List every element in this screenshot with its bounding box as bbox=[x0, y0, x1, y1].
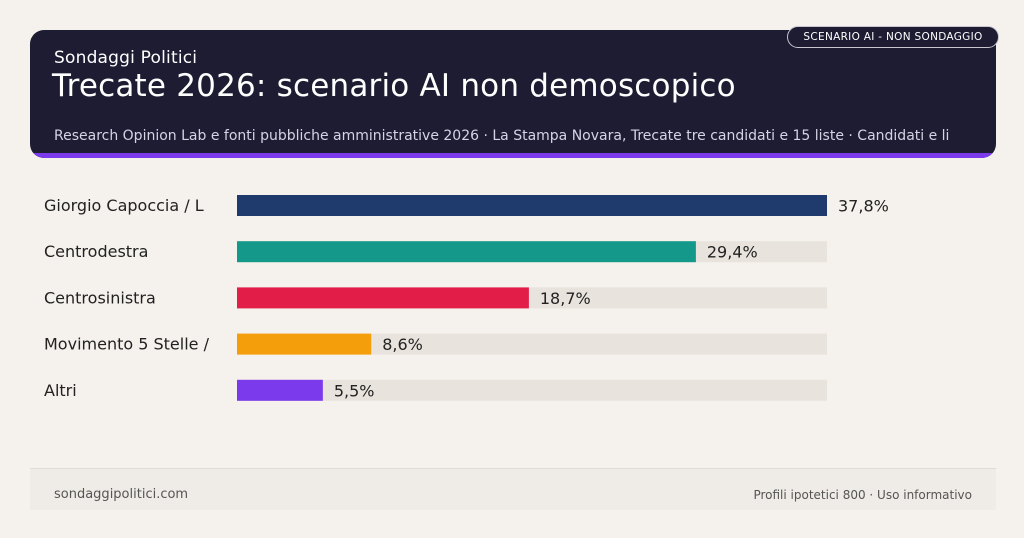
category-label: Movimento 5 Stelle / bbox=[44, 335, 210, 354]
value-label: 5,5% bbox=[334, 381, 375, 400]
value-label: 8,6% bbox=[382, 335, 423, 354]
chart-subtitle: Research Opinion Lab e fonti pubbliche a… bbox=[54, 128, 950, 144]
bar bbox=[237, 195, 827, 216]
bar-track bbox=[237, 333, 827, 355]
scenario-badge: SCENARIO AI - NON SONDAGGIO bbox=[787, 26, 999, 48]
bar-track bbox=[237, 379, 827, 401]
category-label: Giorgio Capoccia / L bbox=[44, 196, 204, 215]
value-label: 29,4% bbox=[707, 243, 758, 262]
bar bbox=[237, 287, 529, 309]
chart-header: Sondaggi Politici Trecate 2026: scenario… bbox=[30, 30, 996, 158]
bar bbox=[237, 241, 696, 263]
value-label: 18,7% bbox=[540, 289, 591, 308]
header-kicker: Sondaggi Politici bbox=[54, 48, 198, 68]
category-label: Centrodestra bbox=[44, 242, 148, 261]
chart-title: Trecate 2026: scenario AI non demoscopic… bbox=[52, 68, 736, 104]
footer: sondaggipolitici.com Profili ipotetici 8… bbox=[30, 468, 996, 510]
category-label: Altri bbox=[44, 381, 77, 400]
bar bbox=[237, 333, 372, 355]
category-label: Centrosinistra bbox=[44, 288, 156, 307]
bar bbox=[237, 379, 323, 401]
header-accent-line bbox=[30, 153, 996, 158]
value-label: 37,8% bbox=[838, 197, 889, 216]
footer-site[interactable]: sondaggipolitici.com bbox=[54, 487, 189, 502]
footer-note: Profili ipotetici 800 · Uso informativo bbox=[753, 488, 972, 502]
